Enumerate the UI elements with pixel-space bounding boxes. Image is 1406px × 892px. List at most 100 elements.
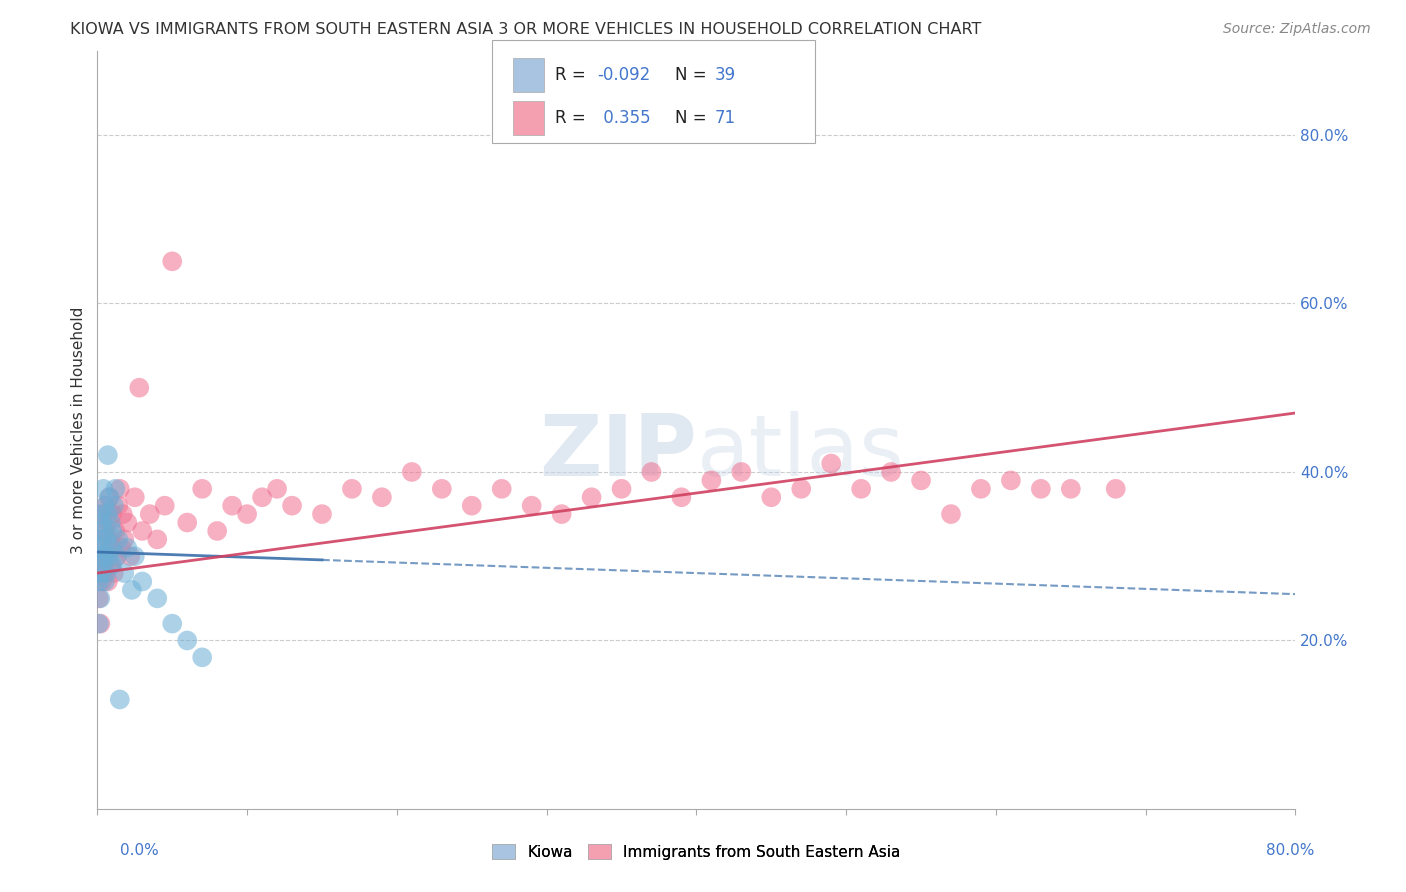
Point xyxy=(790,482,813,496)
Point xyxy=(153,499,176,513)
Text: R =: R = xyxy=(555,66,592,84)
Point xyxy=(730,465,752,479)
Text: KIOWA VS IMMIGRANTS FROM SOUTH EASTERN ASIA 3 OR MORE VEHICLES IN HOUSEHOLD CORR: KIOWA VS IMMIGRANTS FROM SOUTH EASTERN A… xyxy=(70,22,981,37)
Point xyxy=(550,507,572,521)
Point xyxy=(94,524,117,538)
Point xyxy=(160,616,183,631)
Point xyxy=(100,541,122,555)
Point xyxy=(97,574,120,589)
Point xyxy=(87,574,110,589)
Legend: Kiowa, Immigrants from South Eastern Asia: Kiowa, Immigrants from South Eastern Asi… xyxy=(486,838,907,866)
Point xyxy=(101,541,124,555)
Point xyxy=(430,482,453,496)
Point xyxy=(89,507,111,521)
Point xyxy=(98,490,121,504)
Point xyxy=(221,499,243,513)
Point xyxy=(98,490,121,504)
Point xyxy=(90,516,112,530)
Point xyxy=(176,516,198,530)
Point xyxy=(849,482,872,496)
Text: N =: N = xyxy=(675,109,711,127)
Point xyxy=(176,633,198,648)
Point xyxy=(94,549,117,564)
Point xyxy=(117,541,139,555)
Point xyxy=(101,558,124,572)
Point xyxy=(96,549,118,564)
Point xyxy=(131,524,153,538)
Point xyxy=(90,533,112,547)
Text: 39: 39 xyxy=(714,66,735,84)
Point xyxy=(98,549,121,564)
Point xyxy=(266,482,288,496)
Point xyxy=(880,465,903,479)
Point xyxy=(97,448,120,462)
Y-axis label: 3 or more Vehicles in Household: 3 or more Vehicles in Household xyxy=(72,306,86,554)
Point xyxy=(761,490,783,504)
Point xyxy=(94,566,117,580)
Point xyxy=(94,499,117,513)
Point xyxy=(89,616,111,631)
Point xyxy=(97,516,120,530)
Point xyxy=(87,566,110,580)
Point xyxy=(131,574,153,589)
Point xyxy=(89,533,111,547)
Point xyxy=(1105,482,1128,496)
Point xyxy=(191,482,214,496)
Point xyxy=(87,549,110,564)
Point xyxy=(108,482,131,496)
Point xyxy=(139,507,162,521)
Point xyxy=(124,549,146,564)
Point xyxy=(146,533,169,547)
Point xyxy=(910,474,932,488)
Point xyxy=(970,482,993,496)
Point xyxy=(101,524,124,538)
Point xyxy=(97,507,120,521)
Point xyxy=(110,541,132,555)
Text: 0.355: 0.355 xyxy=(598,109,650,127)
Point xyxy=(100,558,122,572)
Point xyxy=(105,549,128,564)
Point xyxy=(610,482,633,496)
Point xyxy=(311,507,333,521)
Point xyxy=(90,558,112,572)
Text: Source: ZipAtlas.com: Source: ZipAtlas.com xyxy=(1223,22,1371,37)
Point xyxy=(89,591,111,606)
Point xyxy=(128,381,150,395)
Text: 80.0%: 80.0% xyxy=(1267,843,1315,858)
Point xyxy=(105,549,128,564)
Point xyxy=(205,524,228,538)
Point xyxy=(87,591,110,606)
Point xyxy=(281,499,304,513)
Point xyxy=(107,533,129,547)
Point xyxy=(340,482,363,496)
Point xyxy=(94,574,117,589)
Text: R =: R = xyxy=(555,109,592,127)
Point xyxy=(640,465,662,479)
Text: 71: 71 xyxy=(714,109,735,127)
Point xyxy=(93,507,115,521)
Point xyxy=(120,549,142,564)
Point xyxy=(90,574,112,589)
Text: -0.092: -0.092 xyxy=(598,66,651,84)
Point xyxy=(104,524,127,538)
Text: atlas: atlas xyxy=(696,411,904,494)
Point xyxy=(96,566,118,580)
Point xyxy=(90,541,112,555)
Point xyxy=(520,499,543,513)
Point xyxy=(146,591,169,606)
Point xyxy=(93,482,115,496)
Point xyxy=(100,516,122,530)
Point xyxy=(108,692,131,706)
Point xyxy=(87,616,110,631)
Point xyxy=(1029,482,1052,496)
Point xyxy=(89,566,111,580)
Text: ZIP: ZIP xyxy=(538,411,696,494)
Point xyxy=(491,482,513,496)
Point xyxy=(124,490,146,504)
Point xyxy=(160,254,183,268)
Point xyxy=(939,507,962,521)
Point xyxy=(96,533,118,547)
Point xyxy=(1000,474,1022,488)
Point xyxy=(103,566,125,580)
Point xyxy=(93,524,115,538)
